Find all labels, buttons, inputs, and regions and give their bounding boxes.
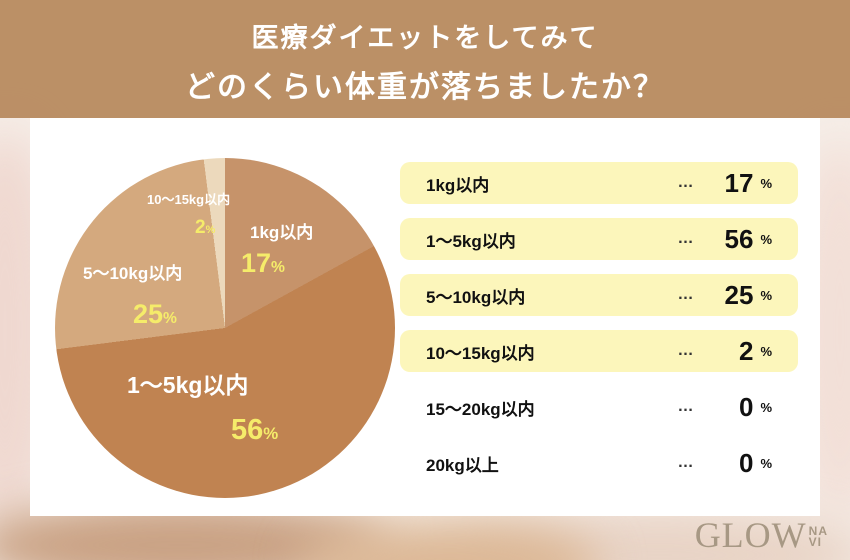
legend-row-value: 17 [724, 167, 754, 198]
legend-row-value: 0 [738, 391, 754, 422]
legend-separator: … [677, 286, 696, 303]
legend-row-label: 15〜20kg以内 [426, 399, 535, 419]
legend-row-label: 1〜5kg以内 [426, 231, 516, 251]
legend-separator: … [677, 230, 696, 247]
legend-row-unit: % [760, 399, 772, 415]
legend-row: 5〜10kg以内 … 25 % [400, 274, 798, 316]
legend-row-value: 0 [738, 447, 754, 478]
legend-row-label: 10〜15kg以内 [426, 343, 535, 363]
title-line-1: 医療ダイエットをしてみて [251, 23, 599, 53]
legend-row: 10〜15kg以内 … 2 % [400, 330, 798, 372]
legend-row-label: 20kg以上 [426, 455, 499, 475]
legend-row: 15〜20kg以内 … 0 % [400, 386, 798, 428]
glow-navi-logo: GLOW NA VI [695, 517, 828, 553]
legend-row-label: 5〜10kg以内 [426, 287, 526, 307]
logo-sub-top: NA [808, 524, 828, 538]
title-line-2: どのくらい体重が落ちましたか？ [185, 71, 665, 104]
logo-main-text: GLOW [694, 515, 807, 555]
legend-row-unit: % [760, 343, 772, 359]
chart-title-banner: 医療ダイエットをしてみて どのくらい体重が落ちましたか？ [0, 0, 850, 118]
content-panel: 1kg以内 17% 1〜5kg以内 56% 5〜10kg以内 25% 10〜15… [30, 118, 820, 516]
legend-row: 20kg以上 … 0 % [400, 442, 798, 484]
legend-row: 1〜5kg以内 … 56 % [400, 218, 798, 260]
legend-row-unit: % [760, 231, 772, 247]
legend-separator: … [677, 454, 696, 471]
pie-graphic [55, 158, 395, 498]
legend-separator: … [677, 342, 696, 359]
legend-row-value: 2 [738, 335, 754, 366]
pie-chart: 1kg以内 17% 1〜5kg以内 56% 5〜10kg以内 25% 10〜15… [55, 158, 395, 498]
legend-row: 1kg以内 … 17 % [400, 162, 798, 204]
legend-row-label: 1kg以内 [426, 175, 490, 195]
legend-row-value: 56 [724, 223, 754, 254]
legend-row-unit: % [760, 455, 772, 471]
legend-separator: … [677, 398, 696, 415]
legend-separator: … [677, 174, 696, 191]
logo-sub-text: NA VI [808, 524, 828, 549]
legend-row-value: 25 [724, 279, 754, 310]
legend-row-unit: % [760, 287, 772, 303]
logo-sub-bottom: VI [808, 535, 822, 549]
legend-row-unit: % [760, 175, 772, 191]
legend-list: 1kg以内 … 17 % 1〜5kg以内 … 56 % 5〜10kg以内 … 2… [400, 162, 798, 498]
